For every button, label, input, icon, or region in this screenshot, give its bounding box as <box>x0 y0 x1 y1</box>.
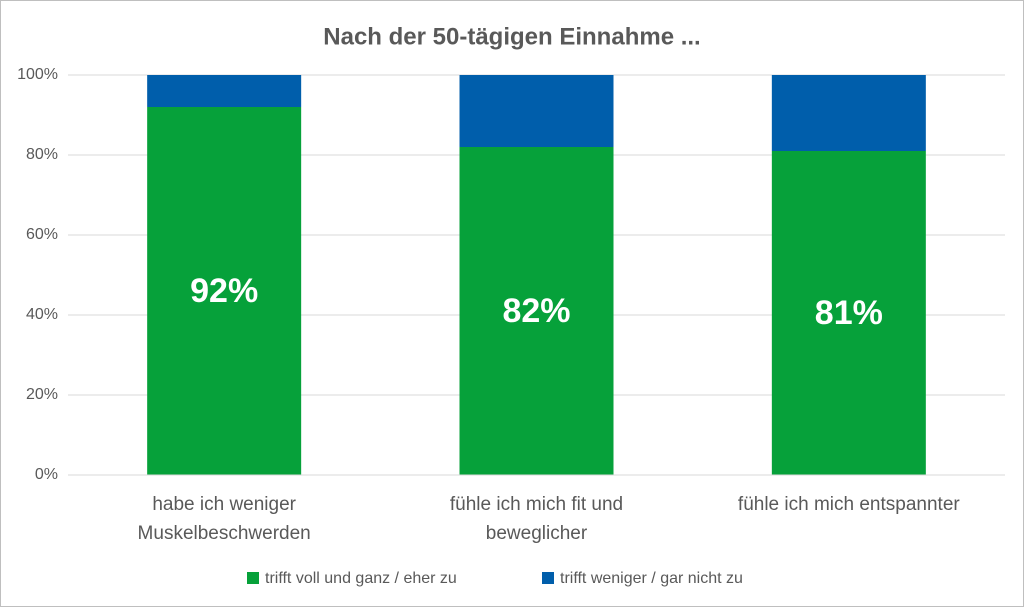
bar-segment <box>771 151 926 475</box>
data-label: 92% <box>190 272 258 310</box>
x-tick-label: habe ich weniger Muskelbeschwerden <box>137 494 311 544</box>
x-tick-label: fühle ich mich fit und beweglicher <box>449 494 624 544</box>
chart-title: Nach der 50-tägigen Einnahme ... <box>323 23 700 50</box>
legend-swatch <box>542 572 554 584</box>
y-tick-label: 20% <box>26 386 58 403</box>
bar-segment <box>147 107 302 475</box>
bar-segment <box>459 147 614 475</box>
legend-label: trifft weniger / gar nicht zu <box>560 570 743 587</box>
bar-segment <box>147 75 302 107</box>
bar-segment <box>771 75 926 151</box>
data-label: 82% <box>502 292 570 330</box>
y-tick-label: 40% <box>26 306 58 323</box>
y-tick-label: 60% <box>26 226 58 243</box>
y-tick-label: 0% <box>35 466 58 483</box>
x-tick-label: fühle ich mich entspannter <box>737 494 960 515</box>
legend-swatch <box>247 572 259 584</box>
y-tick-label: 80% <box>26 146 58 163</box>
y-tick-label: 100% <box>17 66 58 83</box>
legend-label: trifft voll und ganz / eher zu <box>265 570 457 587</box>
bar-segment <box>459 75 614 147</box>
data-label: 81% <box>815 294 883 332</box>
